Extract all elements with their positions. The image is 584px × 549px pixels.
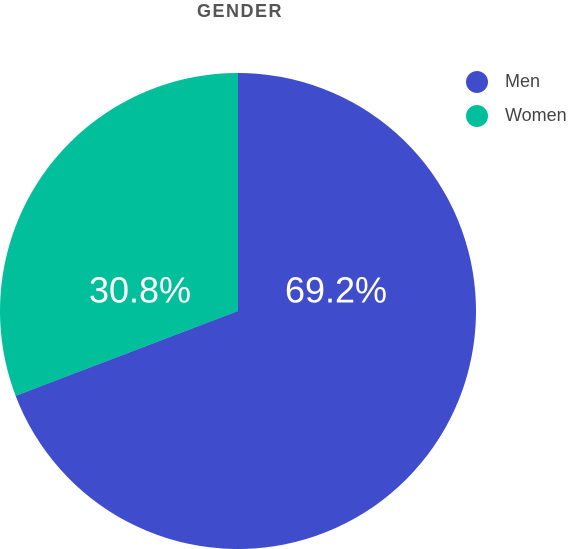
legend-swatch — [466, 71, 488, 93]
pie-slice — [15, 73, 476, 549]
legend-swatch — [466, 105, 488, 127]
legend-label: Men — [505, 71, 540, 91]
legend-label: Women — [505, 105, 567, 125]
value-label: 30.8% — [89, 270, 191, 311]
value-label: 69.2% — [285, 270, 387, 311]
chart-title: GENDER — [197, 1, 283, 21]
pie-slice — [0, 73, 238, 396]
